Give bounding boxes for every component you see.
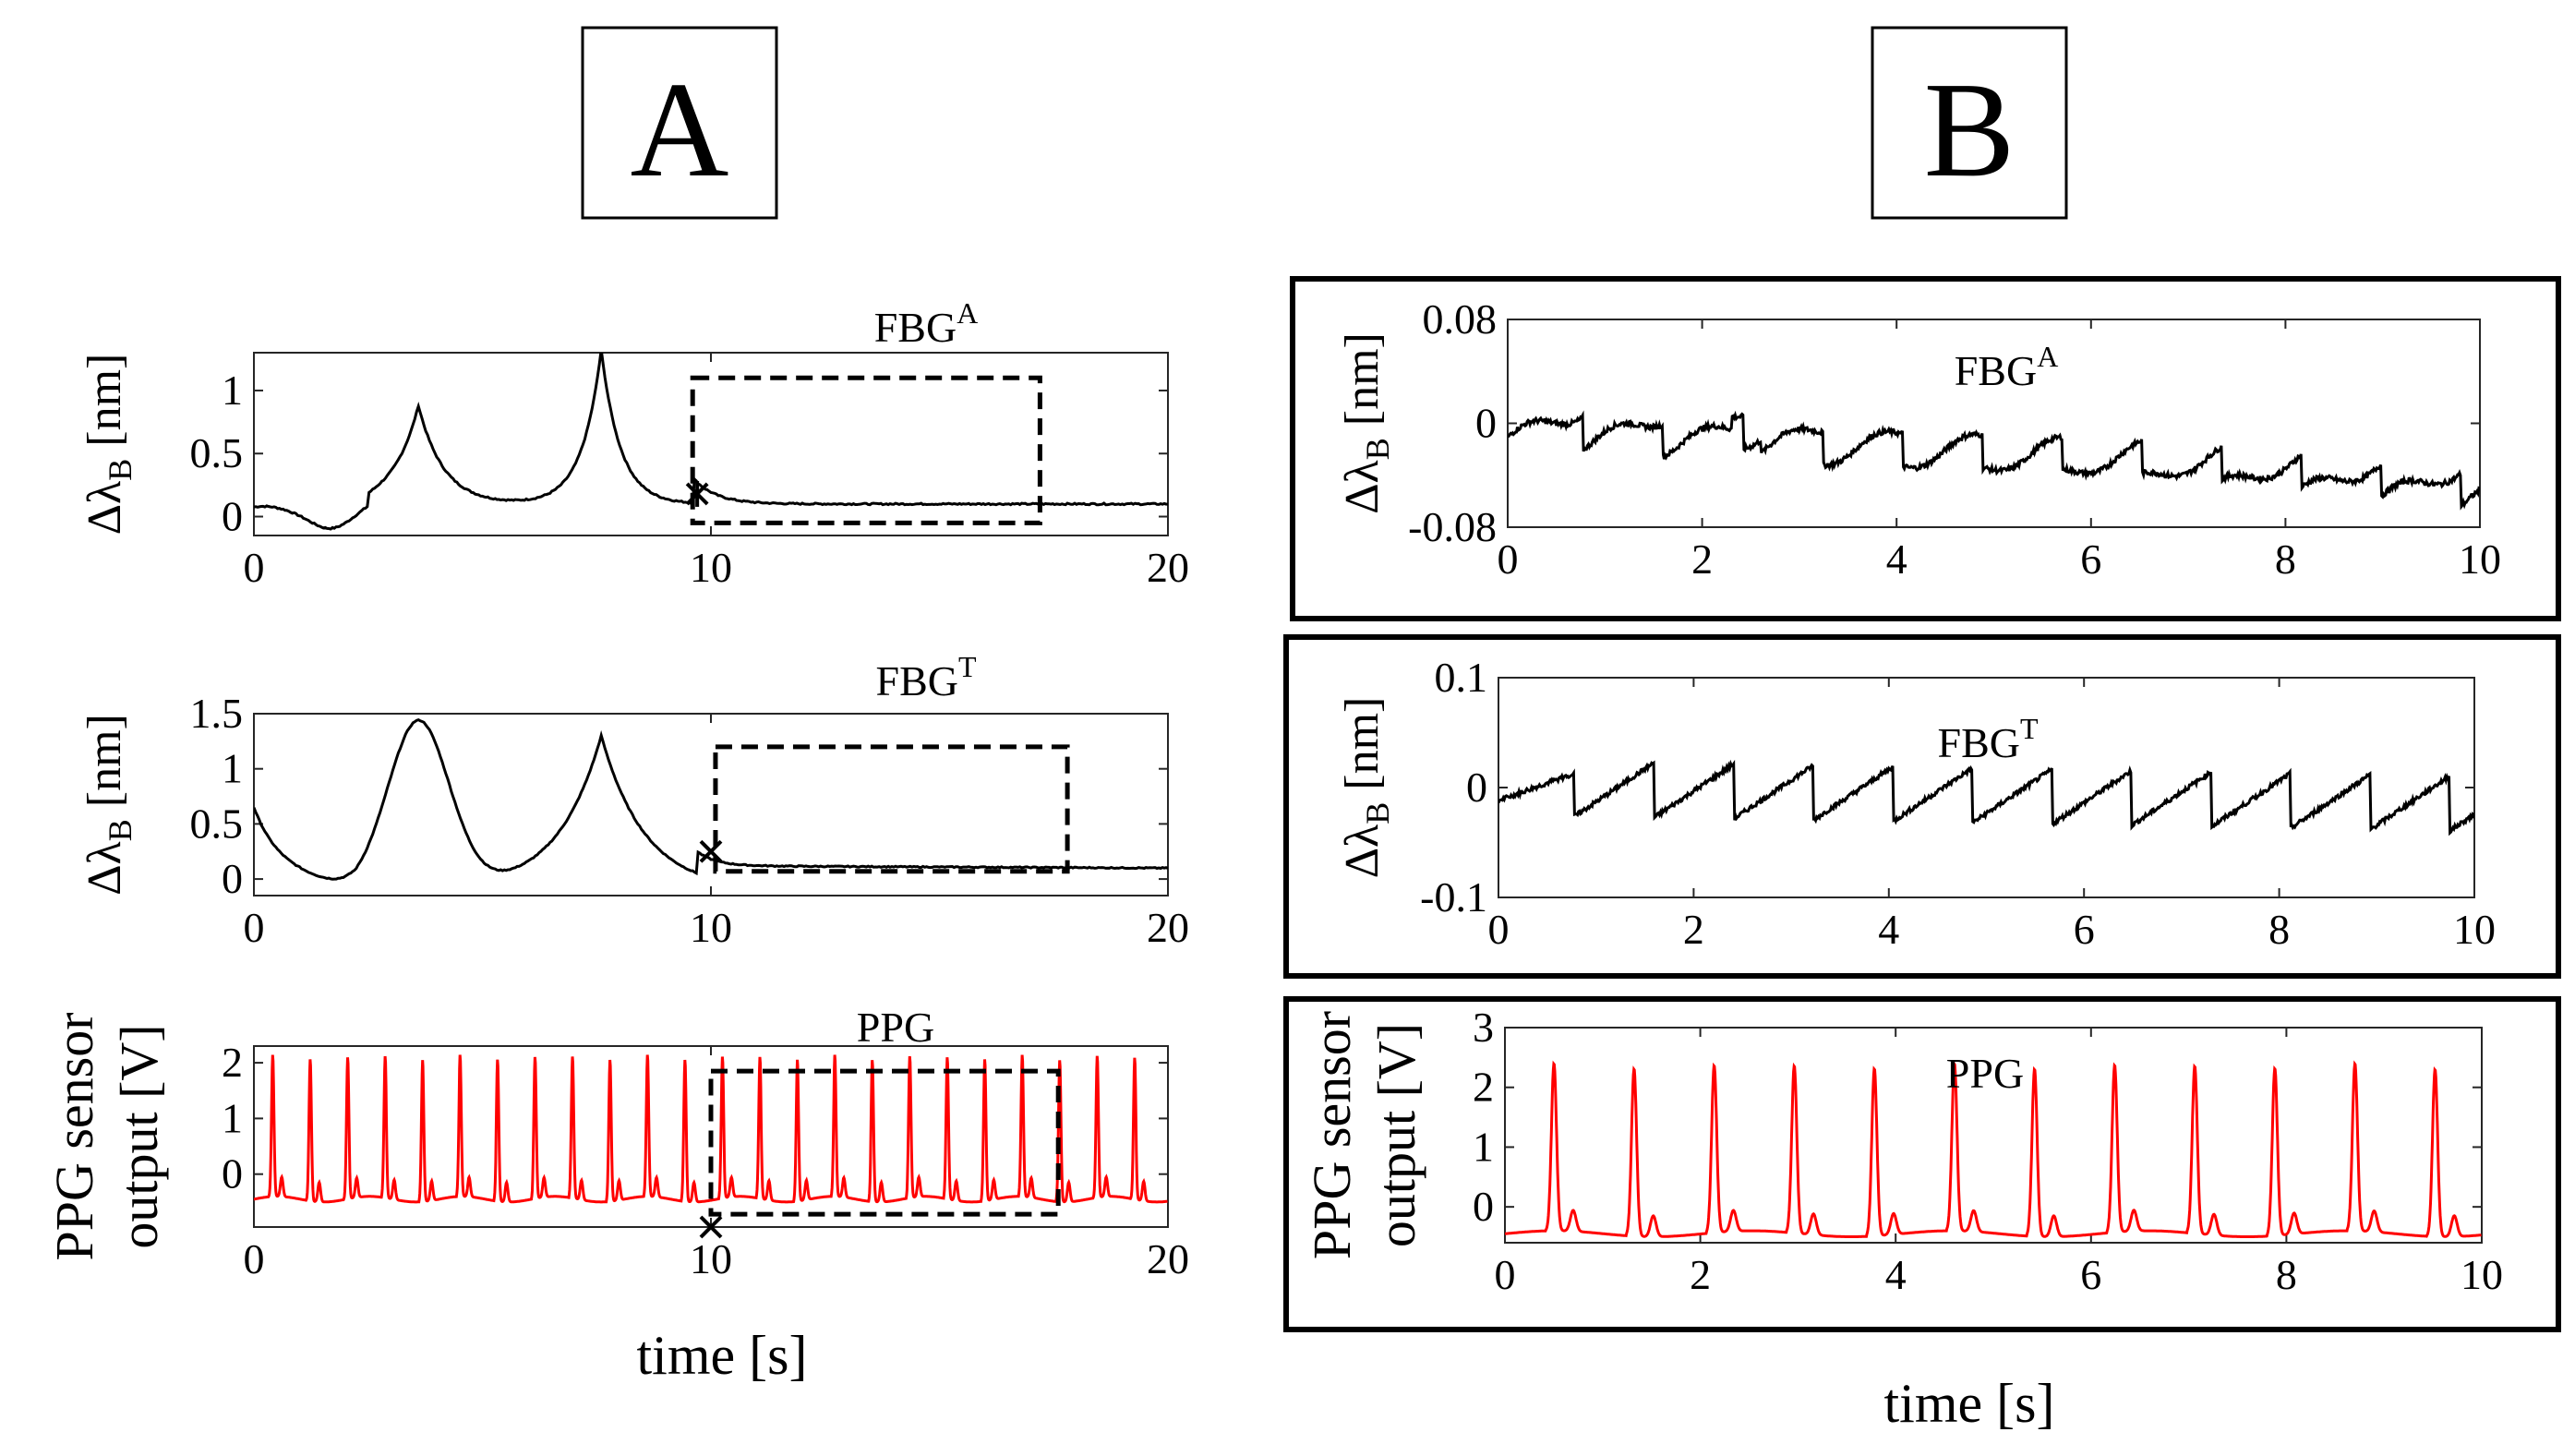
y-tick-label: 1	[1473, 1123, 1494, 1170]
x-tick-label: 8	[2275, 535, 2296, 583]
y-tick-label: 0	[222, 855, 243, 902]
y-tick-label: -0.1	[1420, 873, 1487, 921]
y-tick-label: 0.1	[1435, 654, 1488, 701]
y-axis-label: ΔλB [nm]	[1336, 697, 1396, 879]
subplot-title: PPG	[1946, 1050, 2024, 1097]
y-tick-label: 1	[222, 1094, 243, 1141]
y-tick-label: 0	[222, 493, 243, 540]
window-box	[713, 744, 1070, 874]
x-tick-label: 10	[690, 544, 732, 591]
y-axis-label: PPG sensoroutput [V]	[44, 1012, 169, 1260]
x-tick-label: 0	[1488, 906, 1510, 953]
x-tick-label: 0	[244, 904, 265, 951]
axes-box	[1504, 1027, 2483, 1244]
window-start-marker	[699, 839, 723, 863]
x-tick-label: 0	[244, 544, 265, 591]
y-axis-label: ΔλB [nm]	[78, 354, 138, 535]
y-axis-label: PPG sensoroutput [V]	[1302, 1011, 1426, 1259]
x-tick-label: 6	[2074, 906, 2095, 953]
x-tick-label: 20	[1147, 904, 1189, 951]
x-tick-label: 10	[690, 1235, 732, 1282]
x-tick-label: 2	[1691, 535, 1713, 583]
x-tick-label: 2	[1690, 1251, 1711, 1298]
series-line	[1505, 1060, 2482, 1238]
x-tick-label: 20	[1147, 1235, 1189, 1282]
axes-box	[1498, 677, 2475, 898]
y-tick-label: 0	[1475, 400, 1497, 447]
y-tick-label: 3	[1473, 1004, 1494, 1051]
x-tick-label: 0	[1495, 1251, 1516, 1298]
x-tick-label: 0	[1498, 535, 1519, 583]
subplot-a-1: 0 10 20 0 0.5 1 ΔλB [nm] FBGA	[78, 296, 1189, 591]
x-tick-label: 4	[1885, 1251, 1907, 1298]
x-tick-label: 2	[1683, 906, 1704, 953]
y-tick-label: 2	[1473, 1064, 1494, 1111]
xlabel-panel-a: time [s]	[637, 1325, 808, 1386]
x-tick-label: 10	[2453, 906, 2496, 953]
panel-label-b: B	[1924, 54, 2015, 206]
y-tick-label: 1.5	[190, 690, 244, 737]
subplot-title: FBGA	[874, 296, 979, 351]
x-tick-label: 10	[2459, 535, 2501, 583]
series-line	[254, 717, 1168, 881]
x-tick-label: 4	[1878, 906, 1899, 953]
x-tick-label: 20	[1147, 544, 1189, 591]
panel-label-box-a	[581, 26, 778, 220]
y-tick-label: -0.08	[1408, 503, 1497, 550]
x-tick-label: 8	[2276, 1251, 2297, 1298]
window-box	[690, 375, 1042, 525]
x-tick-label: 4	[1886, 535, 1907, 583]
x-tick-label: 6	[2080, 535, 2101, 583]
x-tick-label: 6	[2080, 1251, 2101, 1298]
y-tick-label: 0	[222, 1150, 243, 1197]
y-tick-label: 0	[1466, 764, 1487, 811]
x-tick-label: 0	[244, 1235, 265, 1282]
y-tick-label: 0.08	[1423, 295, 1498, 343]
y-tick-label: 0.5	[190, 429, 244, 476]
subplot-b-3: 0 2 4 6 8 10 0 1 2 3 PPG sensoroutput [V] PPG	[1302, 1004, 2503, 1298]
series-line	[254, 1054, 1168, 1204]
y-tick-label: 0	[1473, 1183, 1494, 1230]
y-tick-label: 0.5	[190, 800, 244, 847]
series-line	[1508, 410, 2480, 511]
y-tick-label: 1	[222, 745, 243, 792]
xlabel-panel-b: time [s]	[1884, 1373, 2055, 1434]
subplot-a-3: 0 10 20 0 1 2 PPG sensoroutput [V] PPG	[44, 1004, 1189, 1282]
y-axis-label: ΔλB [nm]	[78, 714, 138, 896]
subplot-title: FBGT	[1937, 712, 2038, 766]
subplot-title: PPG	[857, 1004, 934, 1051]
x-tick-label: 10	[690, 904, 732, 951]
subplot-a-2: 0 10 20 0 0.5 1 1.5 ΔλB [nm] FBGT	[78, 650, 1189, 951]
x-tick-label: 8	[2268, 906, 2290, 953]
panel-b-frame-3	[1283, 996, 2561, 1332]
subplot-title: FBGT	[875, 650, 976, 704]
series-line	[1498, 759, 2474, 836]
panel-b-frame-2	[1283, 634, 2561, 979]
y-tick-label: 2	[222, 1039, 243, 1086]
panel-b-frame-1	[1290, 276, 2561, 621]
y-tick-label: 1	[222, 367, 243, 414]
panel-label-box-b	[1871, 26, 2068, 220]
y-axis-label: ΔλB [nm]	[1336, 332, 1396, 514]
subplot-title: FBGA	[1955, 340, 2059, 394]
window-start-marker	[699, 1215, 723, 1239]
panel-label-a: A	[631, 54, 729, 206]
series-line	[254, 353, 1168, 531]
window-box	[708, 1068, 1061, 1217]
x-tick-label: 10	[2461, 1251, 2503, 1298]
